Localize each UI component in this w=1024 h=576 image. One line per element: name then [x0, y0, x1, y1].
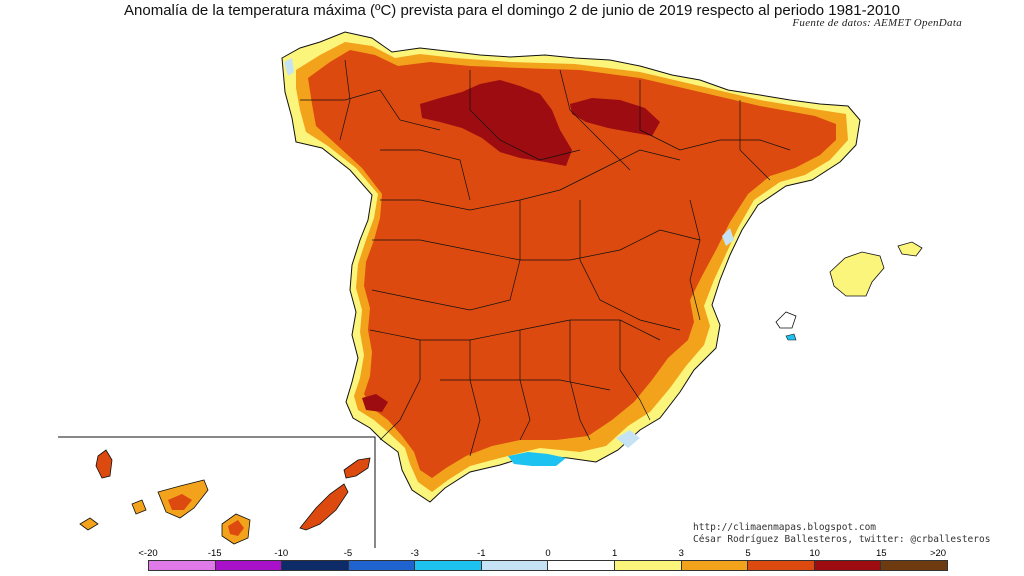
cool-patch-galicia [284, 58, 294, 76]
gran-canaria-core [228, 520, 244, 536]
legend-tick: 0 [545, 548, 551, 559]
credits: http://climaenmapas.blogspot.com César R… [693, 522, 990, 546]
data-source: Fuente de datos: AEMET OpenData [792, 17, 962, 29]
legend-swatch [548, 561, 616, 570]
legend-tick: -10 [274, 548, 289, 559]
tenerife-core [168, 494, 192, 510]
credits-url[interactable]: http://climaenmapas.blogspot.com [693, 522, 877, 533]
cool-patch-valencia [722, 228, 734, 246]
legend-labels: <-20 -15 -10 -5 -3 -1 0 1 3 5 10 15 >20 [138, 548, 948, 559]
hot-core-southwest [362, 394, 388, 412]
cool-patch-almeria [508, 452, 566, 466]
legend-swatch [149, 561, 216, 570]
legend-tick: 10 [809, 548, 820, 559]
legend-swatch [348, 561, 416, 570]
legend-tick: <-20 [138, 548, 158, 559]
cool-patch-murcia [616, 430, 640, 448]
island-fuerteventura [299, 483, 349, 531]
island-ibiza [775, 311, 797, 329]
legend-swatch [481, 561, 549, 570]
canary-inset-frame [58, 436, 376, 548]
legend-color-bar [148, 560, 948, 571]
legend-swatch [681, 561, 749, 570]
legend-tick: 3 [678, 548, 684, 559]
credits-author: César Rodríguez Ballesteros, twitter: @c… [693, 534, 991, 545]
island-la-palma [95, 449, 113, 479]
legend-swatch [615, 561, 682, 570]
legend-tick: 5 [745, 548, 751, 559]
legend-tick: -3 [410, 548, 419, 559]
island-el-hierro [79, 517, 99, 531]
map-title: Anomalía de la temperatura máxima (ºC) p… [124, 2, 900, 19]
island-la-gomera [131, 499, 147, 515]
legend-tick: 15 [876, 548, 887, 559]
legend-tick: -1 [477, 548, 486, 559]
legend-swatch [748, 561, 815, 570]
legend-tick: -5 [343, 548, 353, 559]
island-formentera [785, 333, 797, 341]
legend-swatch [814, 561, 882, 570]
legend-tick: -15 [207, 548, 222, 559]
island-lanzarote [343, 457, 371, 479]
island-mallorca [829, 251, 885, 297]
legend-swatch [215, 561, 283, 570]
island-menorca [897, 241, 923, 257]
legend-tick: >20 [929, 548, 947, 559]
color-legend: <-20 -15 -10 -5 -3 -1 0 1 3 5 10 15 >20 [138, 548, 948, 573]
province-borders [300, 59, 791, 457]
peninsula-dominant-anomaly [308, 50, 836, 478]
legend-swatch [415, 561, 482, 570]
hot-core-north [420, 80, 572, 166]
legend-tick: 1 [612, 548, 618, 559]
hot-core-ebro [570, 98, 660, 136]
legend-swatch [881, 561, 947, 570]
legend-swatch [282, 561, 349, 570]
